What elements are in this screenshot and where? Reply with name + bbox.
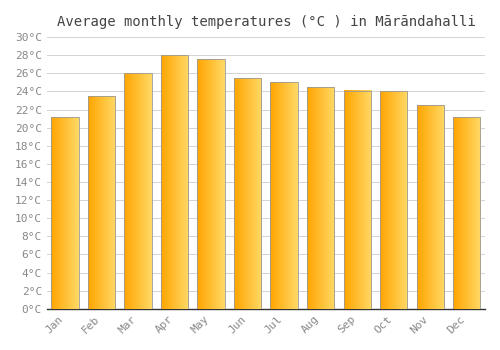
Bar: [198, 59, 225, 309]
Bar: [453, 117, 480, 309]
Title: Average monthly temperatures (°C ) in Mārāndahalli: Average monthly temperatures (°C ) in Mā…: [56, 15, 476, 29]
Bar: [380, 91, 407, 309]
Bar: [270, 82, 298, 309]
Bar: [52, 117, 79, 309]
Bar: [88, 96, 116, 309]
Bar: [234, 78, 262, 309]
Bar: [416, 105, 444, 309]
Bar: [344, 91, 371, 309]
Bar: [307, 87, 334, 309]
Bar: [124, 74, 152, 309]
Bar: [161, 55, 188, 309]
